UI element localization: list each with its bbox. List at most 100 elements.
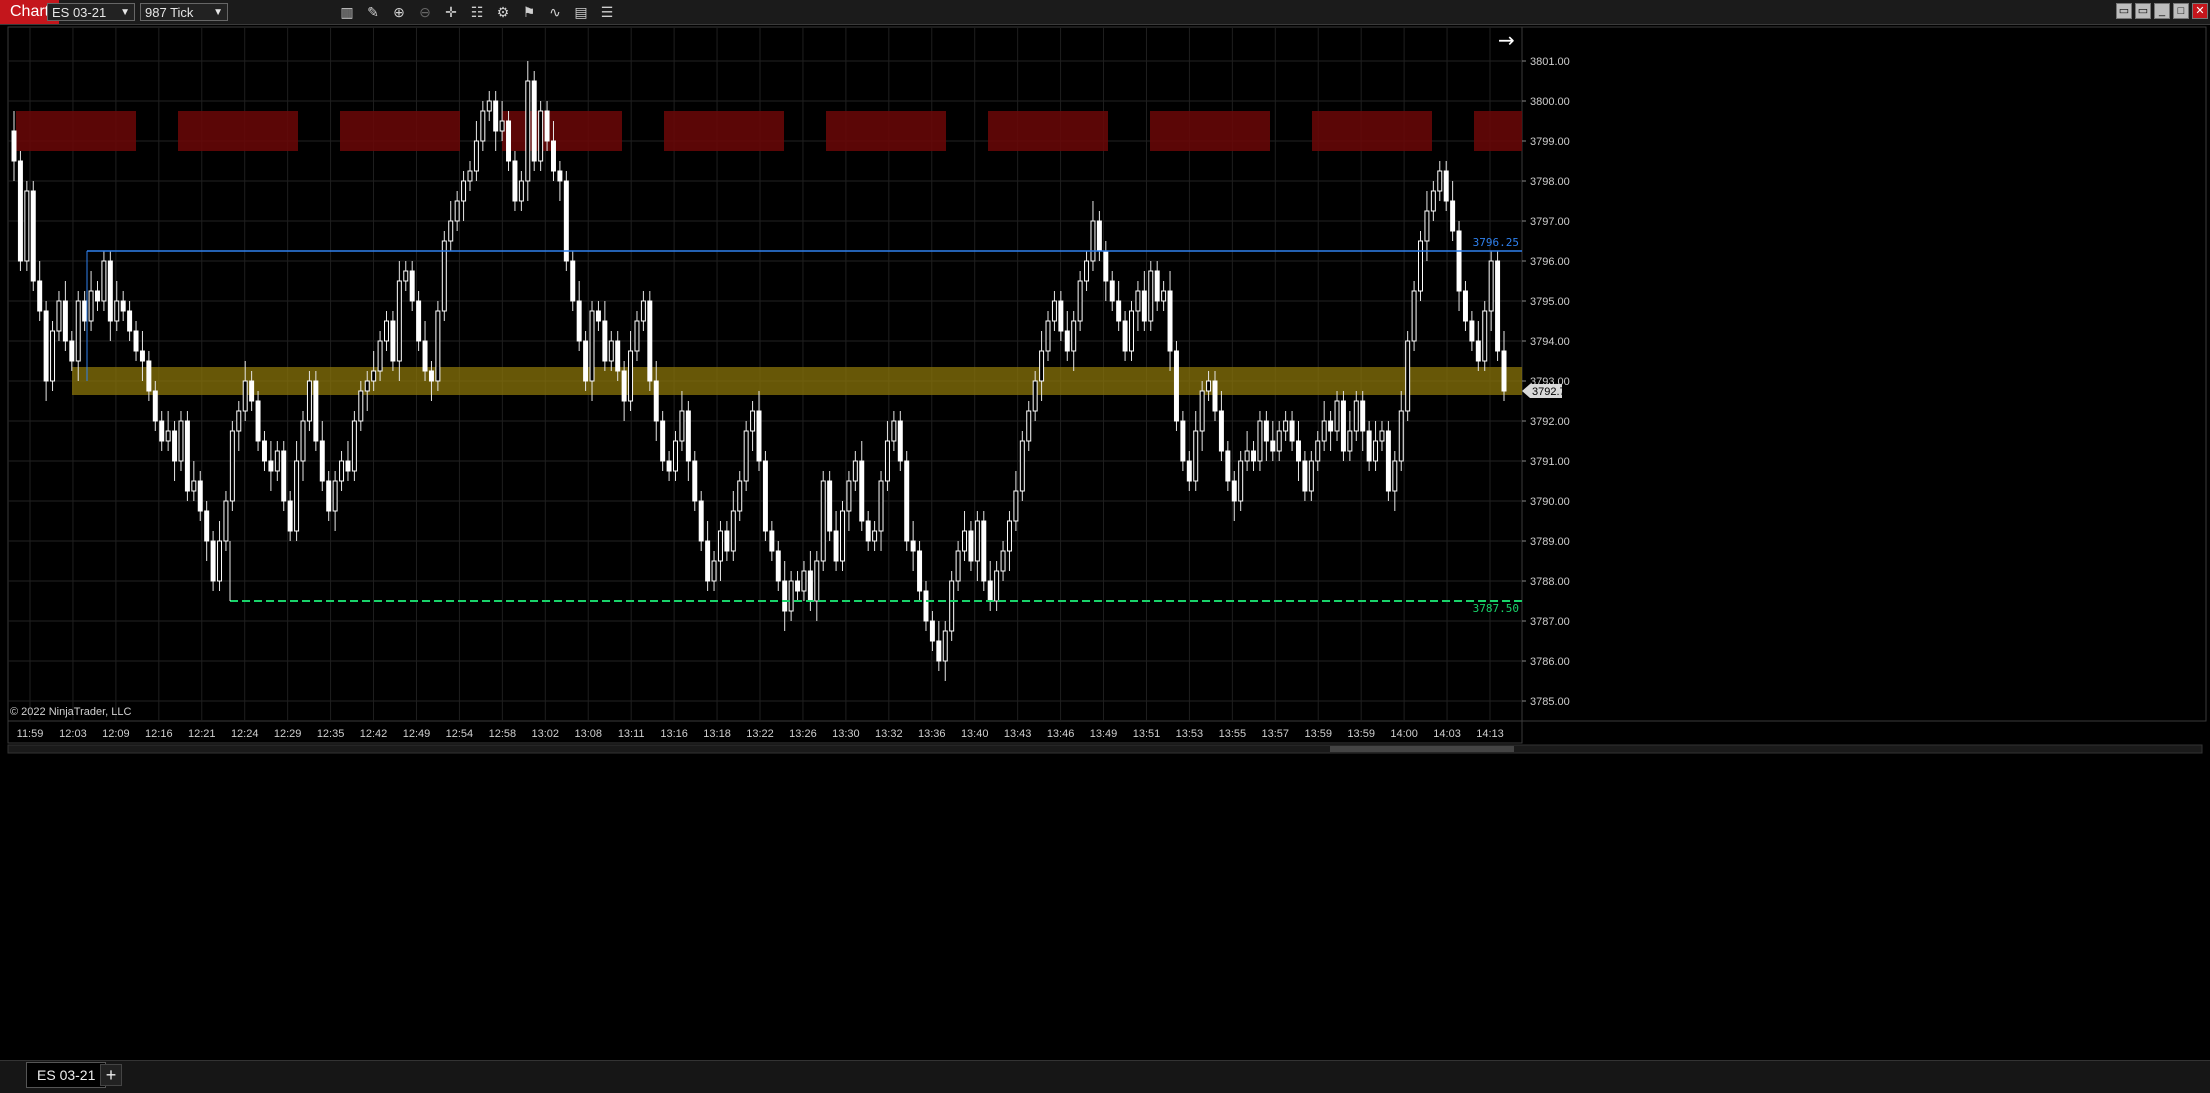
- horizontal-scrollbar: [7, 744, 2203, 754]
- candle-body: [1199, 390, 1205, 432]
- candle-body: [274, 450, 280, 472]
- zoom-in-icon[interactable]: ⊕: [393, 3, 405, 20]
- x-tick-label: 12:54: [446, 728, 474, 740]
- candle-body: [1045, 320, 1051, 352]
- candle-body: [974, 520, 980, 562]
- candle-body: [833, 530, 839, 562]
- properties-icon[interactable]: ⚙: [496, 3, 510, 20]
- candle-body: [133, 330, 139, 352]
- candle-body: [146, 360, 152, 392]
- price-level-label-support: 3787.50: [1473, 602, 1519, 615]
- x-tick-label: 12:21: [188, 728, 216, 740]
- candle-body: [75, 300, 81, 362]
- candle-body: [929, 620, 935, 642]
- tab-es-03-21[interactable]: ES 03-21: [26, 1062, 107, 1088]
- candle-body: [1135, 290, 1141, 312]
- candle-body: [589, 310, 595, 382]
- candle-body: [1206, 380, 1212, 392]
- candle-body: [1379, 430, 1385, 442]
- crosshair-icon[interactable]: ✛: [445, 3, 457, 20]
- candle-body: [775, 550, 781, 582]
- candle-body: [454, 200, 460, 222]
- candle-body: [1321, 420, 1327, 442]
- candle-body: [1013, 490, 1019, 522]
- candle-body: [300, 420, 306, 462]
- candle-body: [512, 160, 518, 202]
- y-tick-label: 3786.00: [1530, 656, 1570, 668]
- candle-body: [1161, 290, 1167, 302]
- price-chart[interactable]: 3785.00 3786.00 3787.00 3788.00 3789.00 3790.…: [0, 25, 2210, 1065]
- candle-body: [1475, 340, 1481, 362]
- chart-trader-icon[interactable]: ☰: [600, 3, 614, 20]
- candle-body: [127, 310, 133, 332]
- candle-body: [1173, 350, 1179, 422]
- minimize-icon[interactable]: _: [2154, 3, 2170, 19]
- candle-body: [17, 160, 23, 262]
- y-tick-label: 3799.00: [1530, 136, 1570, 148]
- candle-body: [480, 110, 486, 142]
- period-selector[interactable]: 987 Tick ▼: [140, 3, 228, 21]
- tile-icon[interactable]: ▭: [2135, 3, 2151, 19]
- candle-body: [120, 300, 126, 312]
- candle-body: [1006, 520, 1012, 552]
- candle-body: [917, 550, 923, 592]
- candle-body: [782, 580, 788, 612]
- strategies-icon[interactable]: ⚑: [522, 3, 536, 20]
- candle-body: [628, 350, 634, 402]
- current-price-marker: [1522, 384, 1562, 398]
- candle-body: [737, 480, 743, 512]
- candle-body: [730, 510, 736, 552]
- x-tick-label: 12:29: [274, 728, 302, 740]
- candle-body: [1495, 260, 1501, 352]
- chart-panel[interactable]: 3785.00 3786.00 3787.00 3788.00 3789.00 3790.…: [0, 25, 2210, 1065]
- candle-body: [229, 430, 235, 502]
- add-tab-button[interactable]: +: [100, 1064, 122, 1086]
- templates-icon[interactable]: ▤: [574, 3, 588, 20]
- close-icon[interactable]: ✕: [2192, 3, 2208, 19]
- x-tick-label: 13:30: [832, 728, 860, 740]
- x-tick-label: 12:03: [59, 728, 87, 740]
- y-tick-label: 3801.00: [1530, 56, 1570, 68]
- candle-body: [692, 460, 698, 502]
- candle-body: [313, 380, 319, 442]
- candle-body: [1373, 440, 1379, 462]
- candle-body: [550, 140, 556, 172]
- session-block: [826, 111, 946, 151]
- maximize-icon[interactable]: □: [2173, 3, 2189, 19]
- x-tick-label: 13:36: [918, 728, 946, 740]
- instrument-selector[interactable]: ES 03-21 ▼: [47, 3, 135, 21]
- instrument-value: ES 03-21: [52, 5, 107, 20]
- zoom-out-icon[interactable]: ⊖: [419, 3, 431, 20]
- candle-body: [955, 550, 961, 582]
- y-tick-label: 3791.00: [1530, 456, 1570, 468]
- y-tick-label: 3797.00: [1530, 216, 1570, 228]
- bar-style-icon[interactable]: ▥: [340, 3, 354, 20]
- candle-body: [332, 480, 338, 512]
- price-zone: [72, 367, 1522, 395]
- candle-body: [24, 190, 30, 262]
- candle-body: [795, 580, 801, 592]
- x-tick-label: 13:02: [532, 728, 560, 740]
- candle-body: [1238, 460, 1244, 502]
- candle-body: [473, 140, 479, 172]
- candle-body: [1218, 410, 1224, 452]
- x-tick-label: 13:40: [961, 728, 989, 740]
- candle-body: [1000, 550, 1006, 572]
- x-tick-label: 13:51: [1133, 728, 1161, 740]
- restore-icon[interactable]: ▭: [2116, 3, 2132, 19]
- indicators-icon[interactable]: ∿: [549, 3, 561, 20]
- candle-body: [1129, 310, 1134, 352]
- data-box-icon[interactable]: ☷: [470, 3, 484, 20]
- candle-body: [1340, 400, 1346, 452]
- candle-body: [261, 440, 267, 462]
- candle-body: [184, 420, 190, 492]
- candle-body: [801, 570, 807, 592]
- candle-body: [428, 370, 434, 382]
- drawing-tool-icon[interactable]: ✎: [367, 3, 379, 20]
- candle-body: [660, 420, 666, 462]
- candle-body: [377, 340, 383, 372]
- x-tick-label: 13:22: [746, 728, 774, 740]
- candle-body: [679, 410, 685, 442]
- x-tick-label: 13:26: [789, 728, 817, 740]
- candle-body: [1244, 450, 1250, 462]
